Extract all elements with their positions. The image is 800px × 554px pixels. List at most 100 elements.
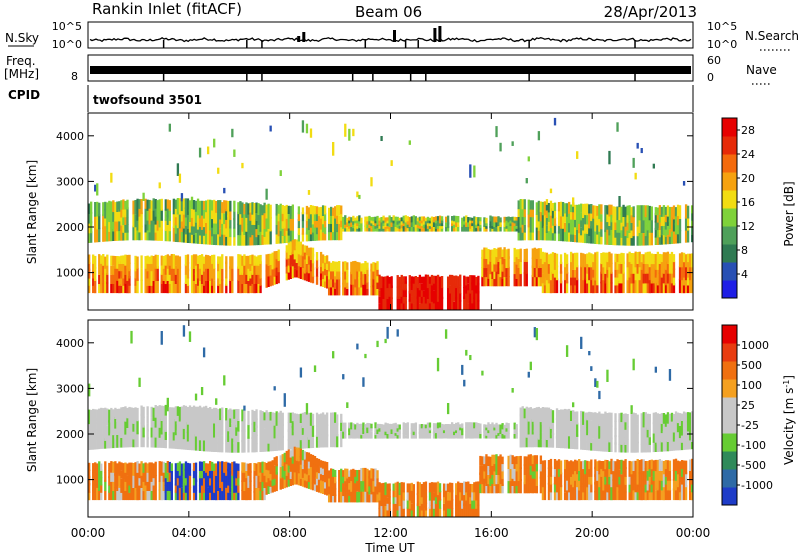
heatmap-cell	[261, 411, 264, 421]
y-tick-label: 1000	[56, 474, 84, 487]
heatmap-cell	[596, 206, 599, 216]
heatmap-cell	[279, 424, 282, 439]
heatmap-cell	[648, 420, 651, 430]
y-tick-label: 4000	[56, 130, 84, 143]
heatmap-cell	[565, 263, 569, 274]
heatmap-cell	[686, 429, 690, 441]
x-tick-label: 20:00	[575, 526, 610, 540]
heatmap-cell	[204, 280, 208, 294]
heatmap-cell	[211, 470, 214, 479]
heatmap-cell	[658, 469, 662, 481]
heatmap-cell	[146, 406, 149, 416]
heatmap-cell	[636, 205, 639, 218]
heatmap-cell	[428, 428, 432, 434]
heatmap-cell	[340, 413, 343, 423]
heatmap-cell	[198, 470, 202, 479]
heatmap-cell	[229, 218, 232, 229]
heatmap-cell	[354, 424, 357, 430]
heatmap-cell	[323, 262, 327, 269]
heatmap-cell	[446, 403, 450, 415]
heatmap-cell	[122, 418, 125, 429]
heatmap-cell	[561, 438, 565, 449]
heatmap-cell	[412, 225, 415, 232]
heatmap-cell	[364, 283, 367, 296]
heatmap-cell	[652, 272, 655, 284]
heatmap-cell	[420, 301, 424, 310]
heatmap-cell	[596, 251, 599, 263]
heatmap-cell	[370, 492, 373, 503]
heatmap-cell	[150, 470, 153, 482]
heatmap-cell	[557, 459, 561, 470]
heatmap-cell	[519, 273, 522, 287]
heatmap-cell	[614, 461, 617, 471]
colorbar-segment	[722, 244, 737, 263]
heatmap-cell	[668, 478, 672, 491]
heatmap-cell	[273, 274, 276, 285]
heatmap-cell	[174, 255, 178, 266]
heatmap-cell	[485, 274, 488, 287]
heatmap-cell	[263, 228, 266, 237]
nsearch-label: N.Search	[745, 29, 799, 43]
heatmap-cell	[576, 460, 579, 475]
heatmap-cell	[475, 217, 478, 222]
heatmap-cell	[620, 474, 623, 488]
heatmap-cell	[545, 225, 549, 233]
heatmap-cell	[680, 435, 684, 443]
heatmap-cell	[588, 474, 591, 485]
heatmap-cell	[426, 433, 430, 439]
heatmap-cell	[473, 433, 476, 439]
heatmap-cell	[342, 282, 345, 296]
heatmap-cell	[295, 471, 299, 485]
heatmap-cell	[194, 421, 198, 437]
heatmap-cell	[215, 487, 218, 501]
heatmap-cell	[670, 230, 674, 244]
heatmap-cell	[670, 441, 674, 451]
heatmap-cell	[463, 379, 466, 387]
heatmap-cell	[664, 252, 668, 263]
heatmap-cell	[380, 424, 383, 428]
heatmap-cell	[400, 482, 403, 493]
heatmap-cell	[380, 504, 383, 517]
heatmap-cell	[664, 414, 668, 427]
heatmap-cell	[604, 411, 607, 427]
heatmap-cell	[172, 254, 176, 269]
heatmap-cell	[192, 477, 196, 486]
heatmap-cell	[459, 284, 462, 294]
heatmap-cell	[128, 268, 131, 279]
heatmap-cell	[348, 433, 351, 439]
heatmap-cell	[461, 364, 464, 375]
heatmap-cell	[622, 490, 625, 501]
heatmap-cell	[412, 303, 415, 310]
heatmap-cell	[489, 249, 492, 262]
heatmap-cell	[618, 253, 621, 264]
heatmap-cell	[616, 284, 619, 294]
x-tick-label: 00:00	[676, 526, 711, 540]
heatmap-cell	[602, 461, 605, 472]
heatmap-cell	[160, 198, 163, 211]
heatmap-cell	[261, 435, 264, 444]
heatmap-cell	[384, 427, 387, 432]
heatmap-cell	[495, 482, 498, 494]
heatmap-cell	[323, 481, 327, 489]
heatmap-cell	[652, 480, 655, 491]
heatmap-cell	[495, 422, 498, 429]
heatmap-cell	[106, 215, 109, 229]
heatmap-cell	[644, 412, 647, 428]
heatmap-cell	[602, 266, 605, 281]
heatmap-cell	[402, 422, 405, 430]
heatmap-cell	[596, 490, 599, 501]
heatmap-cell	[424, 302, 428, 310]
heatmap-cell	[664, 268, 668, 278]
y-tick-label: 2000	[56, 221, 84, 234]
heatmap-cell	[580, 440, 583, 450]
heatmap-cell	[398, 276, 401, 289]
heatmap-cell	[344, 228, 347, 232]
heatmap-cell	[459, 432, 462, 436]
heatmap-cell	[332, 222, 335, 233]
heatmap-cell	[297, 470, 301, 486]
heatmap-cell	[515, 217, 518, 221]
heatmap-cell	[354, 469, 357, 477]
heatmap-cell	[307, 227, 311, 242]
heatmap-cell	[660, 216, 664, 227]
heatmap-cell	[475, 222, 478, 229]
